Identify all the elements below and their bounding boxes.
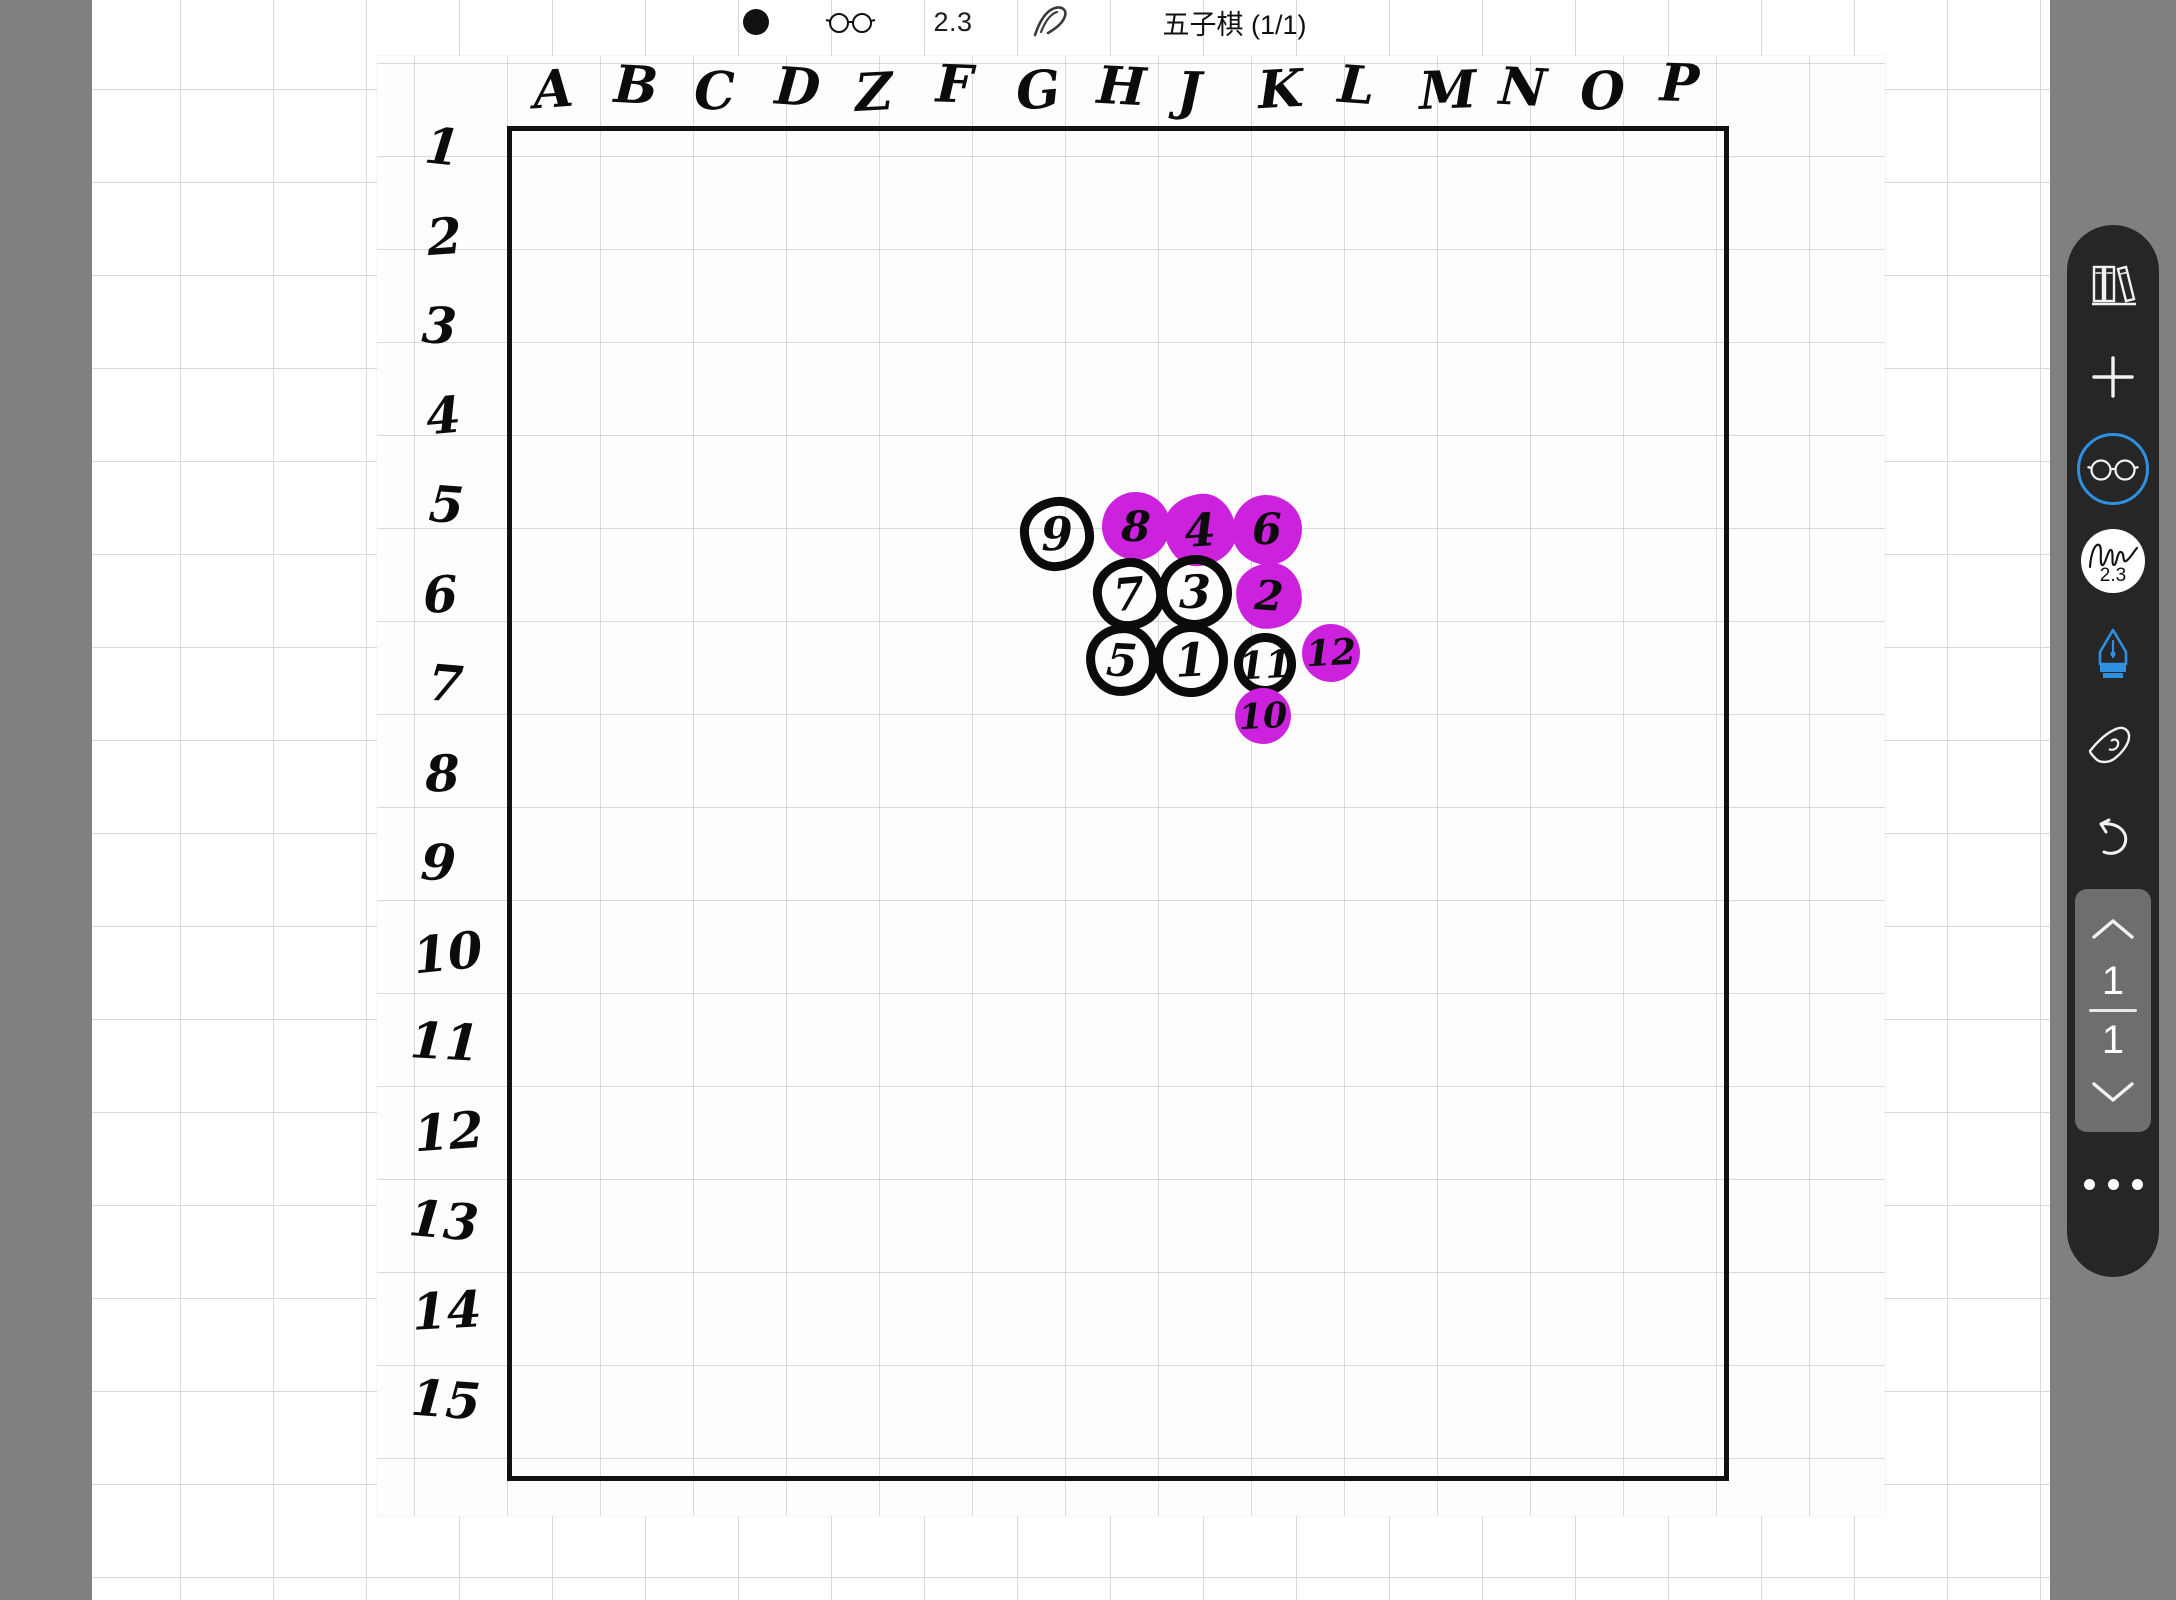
brush-size-value[interactable]: 2.3 (905, 0, 1000, 44)
hand-tool-button[interactable] (2067, 699, 2159, 791)
stone-move-1[interactable]: 1 (1152, 621, 1230, 699)
document-title-label: 五子棋 (1/1) (1162, 9, 1307, 40)
add-page-button[interactable] (2067, 331, 2159, 423)
stone-move-7[interactable]: 7 (1089, 554, 1169, 634)
stones-layer: 9 8 4 6 7 3 2 5 1 11 12 10 (377, 56, 1885, 1516)
top-toolbar: 2.3 五子棋 (1/1) (0, 0, 2050, 44)
glasses-selected-ring (2077, 433, 2149, 505)
current-color-swatch[interactable] (715, 0, 797, 44)
stone-move-5[interactable]: 5 (1084, 622, 1160, 698)
stone-move-8[interactable]: 8 (1100, 490, 1172, 562)
page-divider (2089, 1009, 2137, 1012)
more-options-icon (2083, 1178, 2143, 1190)
brush-size-label: 2.3 (933, 6, 973, 37)
plus-icon (2092, 356, 2134, 398)
glasses-icon (826, 13, 876, 33)
library-icon (2092, 265, 2136, 306)
undo-icon (2099, 818, 2128, 855)
pen-size-label: 2.3 (2099, 565, 2127, 586)
pen-nib-icon (2098, 628, 2128, 678)
chevron-up-icon (2092, 919, 2134, 939)
chevron-down-icon (2092, 1082, 2134, 1102)
document-title: 五子棋 (1/1) (1101, 0, 1335, 44)
pen-tool-chip[interactable]: 2.3 (2067, 515, 2159, 607)
signature-scribble-icon (2088, 543, 2139, 569)
stone-move-12[interactable]: 12 (1300, 622, 1362, 684)
stone-move-9[interactable]: 9 (1018, 495, 1096, 573)
pen-preview: 2.3 (2081, 529, 2145, 593)
stone-move-11[interactable]: 11 (1232, 631, 1298, 697)
pen-nib-icon (1033, 6, 1067, 37)
page-navigator[interactable]: 1 1 (2075, 889, 2151, 1132)
undo-button[interactable] (2067, 791, 2159, 883)
stone-move-3[interactable]: 3 (1158, 555, 1232, 629)
page-grid-lines (377, 56, 1885, 1516)
gomoku-board[interactable] (507, 126, 1729, 1481)
stone-move-2[interactable]: 2 (1233, 560, 1305, 632)
eraser-tool-toggle[interactable] (2067, 423, 2159, 515)
hand-icon (2088, 726, 2131, 764)
glasses-icon (2087, 459, 2139, 481)
page-up-button[interactable] (2078, 903, 2148, 955)
library-button[interactable] (2067, 239, 2159, 331)
eraser-tool-button[interactable] (797, 0, 905, 44)
pen-tool-button[interactable] (1001, 0, 1101, 44)
total-page-number: 1 (2101, 1018, 2125, 1062)
stone-move-6[interactable]: 6 (1231, 494, 1303, 566)
page-down-button[interactable] (2078, 1066, 2148, 1118)
fountain-pen-button[interactable] (2067, 607, 2159, 699)
black-dot-icon (743, 9, 770, 35)
right-toolbar: 2.3 1 1 (2067, 225, 2159, 1277)
current-page-number: 1 (2101, 959, 2125, 1003)
more-options-button[interactable] (2067, 1138, 2159, 1230)
stone-move-10[interactable]: 10 (1233, 686, 1293, 746)
